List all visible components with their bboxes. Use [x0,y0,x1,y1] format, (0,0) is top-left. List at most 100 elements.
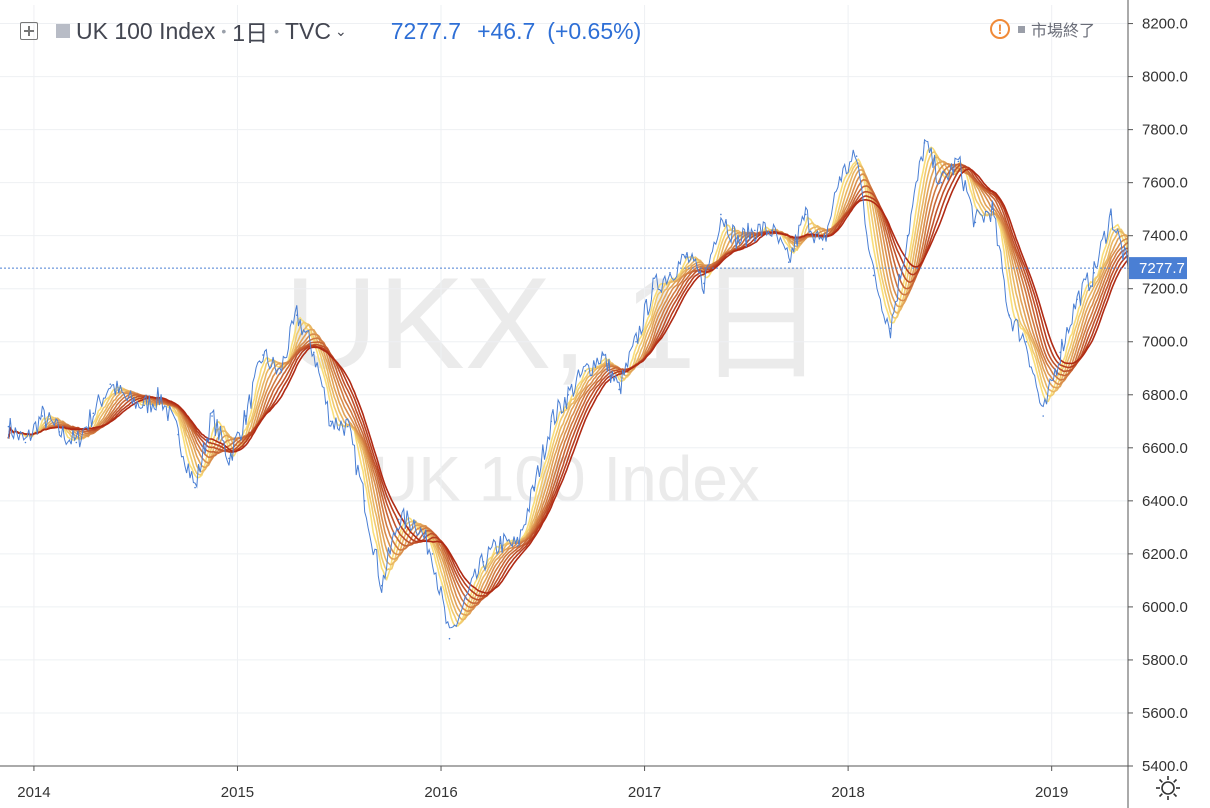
data-point [601,354,603,356]
data-point [211,415,213,417]
time-tick-label: 2016 [424,784,457,801]
data-point [24,441,27,444]
price-change-percent: (+0.65%) [547,17,642,44]
last-price-label: 7277.7 [1129,257,1187,280]
watermark: UKX, 1日 UK 100 Index [284,250,826,515]
data-point [974,221,977,224]
data-point [380,584,383,587]
separator-dot: • [274,23,279,39]
data-point [228,457,230,460]
data-point [329,420,332,423]
price-tick-label: 8000.0 [1142,69,1188,86]
price-tick-label: 7600.0 [1142,175,1188,192]
data-point [1093,272,1095,274]
data-point [838,176,841,179]
data-point [1008,314,1011,317]
data-point [41,415,44,417]
data-point [499,542,502,545]
data-point [618,388,620,391]
settings-icon[interactable] [1154,774,1182,802]
price-tick-label: 6400.0 [1142,493,1188,510]
data-point [754,229,756,232]
data-point [957,160,960,163]
price-tick-label: 7000.0 [1142,334,1188,351]
data-point [770,229,773,232]
interval-label[interactable]: 1日 [232,20,269,46]
data-point [652,287,654,290]
price-change: +46.7 [477,17,536,44]
ma-line [7,164,1129,601]
price-line-series [7,138,1129,640]
data-point [448,637,451,640]
data-point [7,425,10,428]
data-point [482,561,485,563]
chevron-down-icon[interactable]: ⌄ [334,22,347,39]
ma-ribbon [7,146,1129,627]
time-tick-label: 2019 [1035,784,1068,801]
time-tick-label: 2018 [831,784,864,801]
symbol-name[interactable]: UK 100 Index [76,17,216,44]
price-tick-label: 6200.0 [1142,546,1188,563]
flag-icon[interactable] [56,24,70,38]
time-tick-label: 2014 [17,784,50,801]
price-tick-label: 5600.0 [1142,705,1188,722]
ma-line [7,168,1129,594]
data-point [804,213,807,216]
data-point [245,415,247,417]
grid [0,5,1128,767]
price-line [8,138,1129,629]
data-point [1059,351,1061,354]
data-point [991,208,994,210]
data-point [1042,415,1044,417]
data-point [584,370,587,372]
data-point [160,396,162,399]
price-tick-label: 7400.0 [1142,228,1188,245]
price-tick-label: 5800.0 [1142,652,1188,669]
data-point [872,274,875,277]
exchange-label[interactable]: TVC [284,17,331,44]
data-point [516,545,519,547]
data-point [1076,298,1078,301]
ma-line [7,160,1129,617]
ma-line [7,163,1129,613]
data-point [533,486,536,489]
data-point [296,314,298,317]
data-point [550,420,553,423]
add-symbol-icon[interactable] [20,22,38,40]
data-point [923,142,926,144]
chart-header: UK 100 Index • 1日 • TVC ⌄ 7277.7 +46.7 (… [20,14,641,48]
ma-line [7,165,1129,597]
data-point [906,234,909,237]
data-point [686,256,688,258]
data-point [313,351,315,354]
price-tick-label: 5400.0 [1142,758,1188,775]
data-point [397,518,400,521]
time-tick-label: 2015 [221,784,254,801]
price-tick-label: 6000.0 [1142,599,1188,616]
data-point [109,383,112,385]
data-point [58,431,61,433]
data-point [262,354,264,356]
data-point [346,425,349,428]
data-point [635,340,637,343]
price-tick-label: 6600.0 [1142,440,1188,457]
data-point [465,598,468,600]
ma-line [7,156,1129,621]
price-tick-label: 8200.0 [1142,16,1188,33]
data-point [363,500,366,502]
market-status: ! 市場終了 [990,17,1095,41]
warning-icon[interactable]: ! [990,19,1010,39]
data-point [787,261,790,264]
status-square-icon [1018,25,1025,33]
data-point [431,553,434,555]
data-point [143,404,145,407]
last-price: 7277.7 [390,17,462,44]
data-point [177,433,179,436]
separator-dot: • [221,23,227,39]
data-point [75,441,78,444]
data-point [92,412,95,415]
price-tick-label: 6800.0 [1142,387,1188,404]
data-point [279,372,281,375]
